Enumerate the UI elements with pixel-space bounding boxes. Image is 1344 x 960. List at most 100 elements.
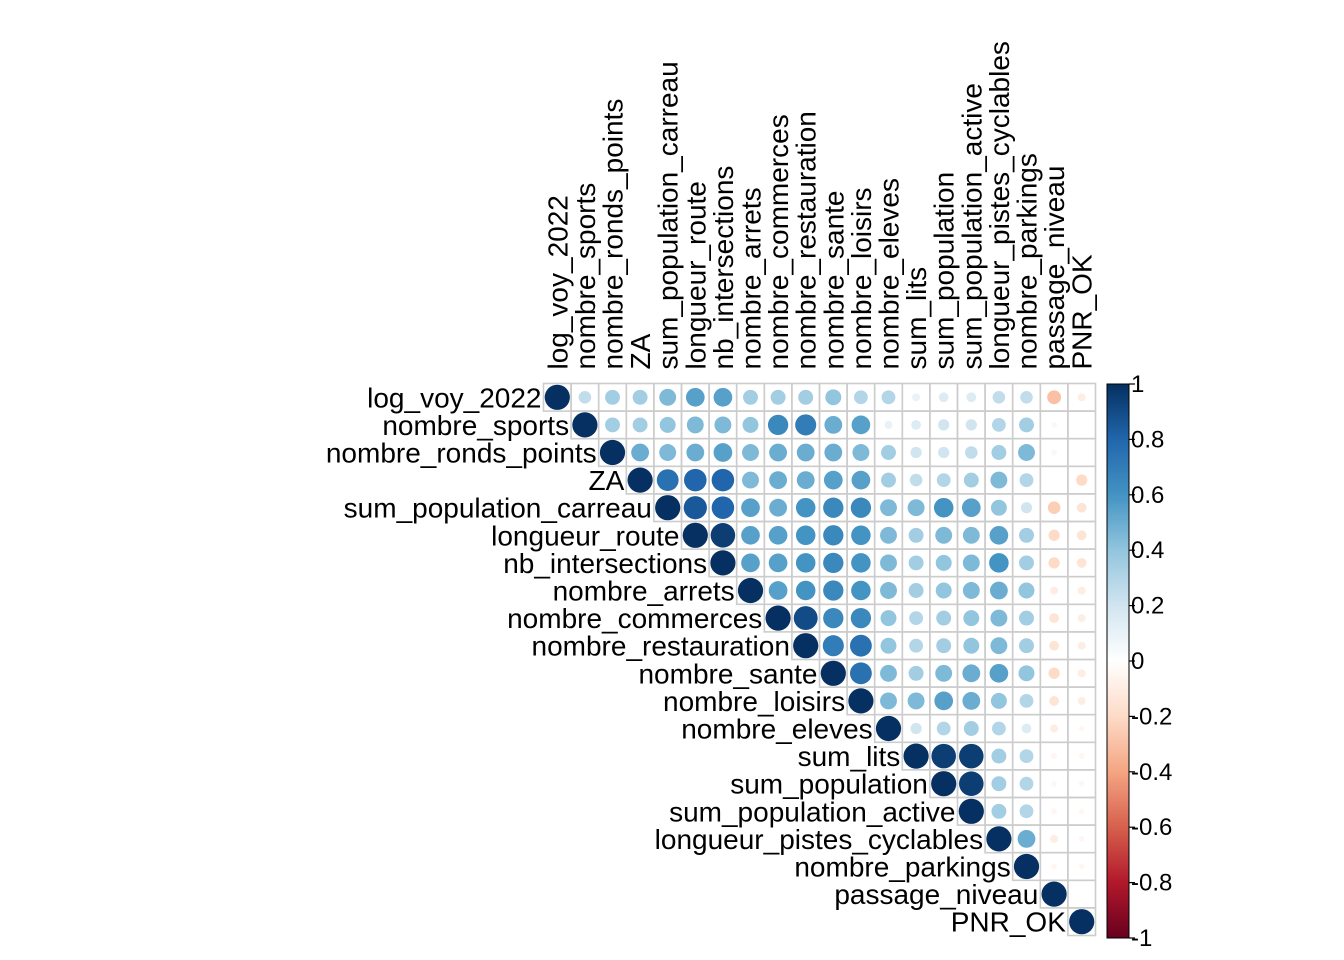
- corr-circle-sum_population_active-passage_niveau: [1051, 808, 1057, 815]
- corr-circle-ZA-longueur_pistes_cyclables: [990, 471, 1008, 489]
- corr-circle-ZA-nombre_arrets: [742, 471, 759, 489]
- corr-circle-longueur_pistes_cyclables-PNR_OK: [1078, 836, 1085, 842]
- corr-circle-nombre_loisirs-sum_population: [934, 691, 954, 711]
- corr-circle-nombre_ronds_points-nombre_commerces: [769, 443, 788, 462]
- corr-circle-nombre_sante-sum_lits: [908, 665, 924, 681]
- corr-circle-ZA-sum_population_active: [963, 472, 979, 488]
- corr-circle-nb_intersections-sum_population: [935, 554, 952, 571]
- corr-circle-nombre_ronds_points-nombre_loisirs: [852, 444, 870, 461]
- corr-circle-nombre_sports-PNR_OK: [1080, 423, 1084, 427]
- corr-circle-nombre_sports-longueur_route: [686, 416, 704, 434]
- corr-circle-sum_population_carreau-nombre_restauration: [795, 497, 816, 518]
- corr-circle-nb_intersections-longueur_pistes_cyclables: [989, 553, 1009, 573]
- column-label: nombre_restauration: [791, 111, 822, 369]
- corr-circle-nombre_sports-nombre_sports: [572, 412, 598, 438]
- row-label: PNR_OK: [951, 907, 1066, 938]
- grid-cell: [1067, 907, 1097, 937]
- corr-circle-passage_niveau-PNR_OK: [1080, 892, 1084, 896]
- corr-circle-nombre_arrets-sum_lits: [908, 583, 924, 598]
- corr-circle-nombre_arrets-nombre_arrets: [737, 577, 764, 604]
- corr-circle-nombre_sports-nombre_arrets: [742, 416, 759, 433]
- colorbar-gradient: [1106, 383, 1130, 939]
- corr-circle-nombre_sports-sum_population_active: [965, 419, 977, 431]
- corr-circle-nombre_commerces-sum_lits: [909, 611, 924, 626]
- corr-circle-ZA-sum_lits: [909, 473, 923, 487]
- corr-circle-longueur_pistes_cyclables-passage_niveau: [1050, 834, 1059, 843]
- corr-circle-nombre_sports-nombre_loisirs: [851, 415, 871, 435]
- corr-circle-longueur_route-nombre_eleves: [880, 526, 897, 544]
- corr-circle-nombre_arrets-nombre_eleves: [880, 582, 897, 599]
- corr-circle-nb_intersections-PNR_OK: [1076, 558, 1087, 568]
- corr-circle-log_voy_2022-nombre_sports: [578, 391, 592, 404]
- row-label: sum_population: [730, 769, 928, 800]
- corr-circle-sum_population_carreau-sum_population_carreau: [655, 495, 681, 521]
- corr-circle-nb_intersections-sum_lits: [908, 555, 924, 571]
- corr-circle-nombre_restauration-PNR_OK: [1077, 641, 1086, 650]
- corr-circle-nombre_parkings-passage_niveau: [1051, 863, 1057, 870]
- corr-circle-log_voy_2022-nombre_loisirs: [853, 390, 868, 405]
- column-label: longueur_route: [680, 181, 711, 369]
- row-label: sum_lits: [798, 741, 901, 772]
- corr-circle-log_voy_2022-nombre_parkings: [1020, 391, 1033, 404]
- corr-circle-nombre_parkings-PNR_OK: [1078, 863, 1085, 870]
- corr-circle-nombre_commerces-nombre_restauration: [793, 606, 818, 631]
- row-label: sum_population_active: [669, 796, 955, 827]
- column-label: sum_population_active: [956, 83, 987, 369]
- row-label: nombre_arrets: [553, 576, 735, 607]
- column-label: nombre_arrets: [736, 187, 767, 369]
- row-label: nb_intersections: [503, 548, 707, 579]
- corr-circle-sum_population_carreau-nombre_arrets: [741, 498, 760, 518]
- corr-circle-nombre_arrets-PNR_OK: [1077, 586, 1086, 595]
- row-label: nombre_loisirs: [663, 686, 845, 717]
- colorbar-tick-label: 1: [1131, 371, 1144, 398]
- corr-circle-longueur_route-longueur_route: [682, 522, 708, 548]
- corr-circle-nombre_ronds_points-nombre_parkings: [1018, 444, 1035, 461]
- corr-circle-nb_intersections-nombre_sante: [823, 552, 844, 574]
- corr-circle-longueur_route-sum_population: [935, 526, 953, 544]
- corr-circle-ZA-PNR_OK: [1076, 474, 1088, 486]
- colorbar-tick-label: -0.6: [1131, 814, 1172, 841]
- corr-circle-longueur_route-nombre_commerces: [768, 525, 788, 545]
- corr-circle-nombre_eleves-nombre_parkings: [1021, 723, 1032, 734]
- corr-circle-ZA-nombre_parkings: [1019, 473, 1034, 488]
- column-label: nombre_sports: [570, 183, 601, 370]
- corr-circle-nb_intersections-nombre_loisirs: [851, 553, 871, 573]
- corr-circle-ZA-nombre_restauration: [796, 471, 815, 490]
- corr-circle-longueur_pistes_cyclables-nombre_parkings: [1017, 829, 1036, 848]
- corr-circle-ZA-nombre_loisirs: [851, 470, 871, 490]
- corr-circle-nombre_commerces-passage_niveau: [1049, 613, 1059, 623]
- column-label: nombre_sante: [818, 190, 849, 369]
- corr-circle-sum_population-sum_population_active: [959, 771, 984, 796]
- corr-circle-longueur_route-nombre_loisirs: [851, 525, 871, 546]
- corr-circle-sum_population_active-PNR_OK: [1078, 808, 1085, 815]
- corr-circle-nombre_sports-nombre_sante: [824, 415, 843, 434]
- corr-circle-sum_population_carreau-nombre_eleves: [880, 499, 897, 517]
- corr-circle-nb_intersections-nombre_restauration: [795, 553, 816, 573]
- corr-circle-log_voy_2022-ZA: [632, 389, 648, 405]
- corr-circle-nombre_eleves-sum_population_active: [963, 721, 979, 736]
- corr-circle-sum_population-PNR_OK: [1078, 780, 1085, 787]
- corr-circle-nombre_ronds_points-PNR_OK: [1080, 451, 1084, 454]
- corr-circle-nombre_ronds_points-nb_intersections: [713, 443, 733, 462]
- corr-circle-nombre_eleves-passage_niveau: [1050, 724, 1059, 733]
- corr-circle-nombre_arrets-longueur_pistes_cyclables: [989, 581, 1008, 600]
- corr-circle-longueur_route-sum_population_active: [962, 526, 980, 544]
- corr-circle-nombre_restauration-longueur_pistes_cyclables: [990, 637, 1008, 655]
- corr-circle-nombre_sports-nombre_eleves: [884, 420, 893, 429]
- corr-circle-sum_population-sum_population: [931, 771, 957, 797]
- corr-circle-nombre_restauration-nombre_restauration: [793, 633, 819, 659]
- corr-circle-nombre_loisirs-sum_population_active: [962, 691, 981, 710]
- corr-circle-nombre_ronds_points-ZA: [631, 443, 650, 462]
- corr-circle-nombre_sante-nombre_sante: [820, 660, 846, 686]
- row-label: sum_population_carreau: [344, 493, 652, 524]
- corr-circle-nombre_loisirs-sum_lits: [907, 692, 925, 710]
- corr-circle-sum_lits-passage_niveau: [1051, 753, 1057, 759]
- corr-circle-nombre_restauration-sum_population_active: [963, 637, 980, 654]
- corr-circle-log_voy_2022-nombre_commerces: [770, 389, 786, 405]
- corr-circle-nombre_restauration-nombre_eleves: [880, 637, 897, 654]
- corr-circle-nombre_arrets-nombre_restauration: [795, 580, 816, 601]
- corr-circle-sum_lits-longueur_pistes_cyclables: [991, 748, 1007, 764]
- corr-circle-nombre_commerces-PNR_OK: [1077, 614, 1086, 623]
- corr-circle-log_voy_2022-nb_intersections: [713, 387, 733, 407]
- corr-circle-sum_population_carreau-nombre_loisirs: [850, 497, 872, 518]
